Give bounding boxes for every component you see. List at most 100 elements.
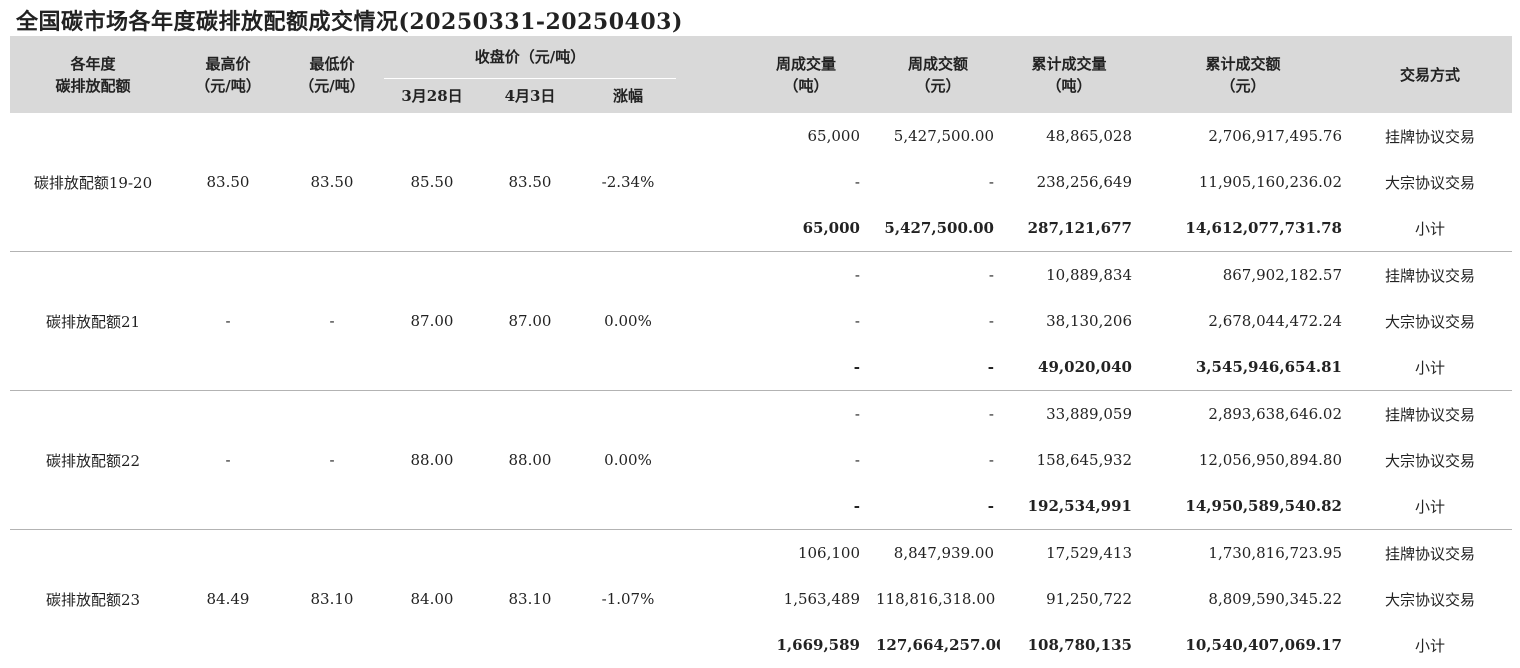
cum-volume: 158,645,932: [1000, 437, 1138, 483]
low-price: -: [280, 252, 384, 391]
allowance-group: 碳排放配额19-20 83.50 83.50 85.50 83.50 -2.34…: [10, 113, 1512, 252]
week-amount: -: [876, 298, 1000, 344]
trade-method: 大宗协议交易: [1348, 159, 1512, 205]
high-price: -: [176, 391, 280, 530]
header-cum-amt-line2: （元）: [1138, 75, 1348, 97]
price-change: 0.00%: [580, 252, 676, 391]
close-curr: 83.50: [480, 113, 580, 252]
header-low-line1: 最低价: [280, 53, 384, 75]
allowance-group: 碳排放配额23 84.49 83.10 84.00 83.10 -1.07% 1…: [10, 530, 1512, 668]
carbon-trading-table: 各年度 碳排放配额 最高价 （元/吨） 最低价 （元/吨） 收盘价（元/吨） 周…: [10, 36, 1512, 668]
week-volume-subtotal: 65,000: [676, 205, 876, 252]
allowance-group: 碳排放配额21 - - 87.00 87.00 0.00% - - 10,889…: [10, 252, 1512, 391]
trade-method: 挂牌协议交易: [1348, 530, 1512, 577]
header-week-amt-line2: （元）: [876, 75, 1000, 97]
week-amount: 118,816,318.00: [876, 576, 1000, 622]
subtotal-label: 小计: [1348, 483, 1512, 530]
low-price: -: [280, 391, 384, 530]
header-cum-vol-line2: （吨）: [1000, 75, 1138, 97]
close-curr: 88.00: [480, 391, 580, 530]
cum-volume: 17,529,413: [1000, 530, 1138, 577]
header-cum-amount: 累计成交额 （元）: [1138, 36, 1348, 113]
cum-volume: 48,865,028: [1000, 113, 1138, 159]
close-curr: 87.00: [480, 252, 580, 391]
week-amount: -: [876, 159, 1000, 205]
week-amount: 8,847,939.00: [876, 530, 1000, 577]
cum-volume: 10,889,834: [1000, 252, 1138, 299]
price-change: 0.00%: [580, 391, 676, 530]
allowance-group: 碳排放配额22 - - 88.00 88.00 0.00% - - 33,889…: [10, 391, 1512, 530]
low-price: 83.50: [280, 113, 384, 252]
table-row: 碳排放配额19-20 83.50 83.50 85.50 83.50 -2.34…: [10, 113, 1512, 159]
table-row: 碳排放配额22 - - 88.00 88.00 0.00% - - 33,889…: [10, 391, 1512, 438]
cum-amount: 2,678,044,472.24: [1138, 298, 1348, 344]
cum-volume-subtotal: 108,780,135: [1000, 622, 1138, 668]
trade-method: 挂牌协议交易: [1348, 252, 1512, 299]
week-volume: 1,563,489: [676, 576, 876, 622]
header-high-line2: （元/吨）: [176, 75, 280, 97]
week-volume-subtotal: 1,669,589: [676, 622, 876, 668]
header-close-curr: 4月3日: [480, 79, 580, 114]
week-amount: -: [876, 252, 1000, 299]
close-prev: 85.50: [384, 113, 480, 252]
cum-amount-subtotal: 10,540,407,069.17: [1138, 622, 1348, 668]
subtotal-label: 小计: [1348, 205, 1512, 252]
header-week-vol-line2: （吨）: [776, 75, 836, 97]
header-high-line1: 最高价: [176, 53, 280, 75]
cum-volume: 38,130,206: [1000, 298, 1138, 344]
cum-amount: 8,809,590,345.22: [1138, 576, 1348, 622]
week-volume-subtotal: -: [676, 344, 876, 391]
cum-amount-subtotal: 3,545,946,654.81: [1138, 344, 1348, 391]
header-high-price: 最高价 （元/吨）: [176, 36, 280, 113]
cum-volume: 91,250,722: [1000, 576, 1138, 622]
week-volume: -: [676, 437, 876, 483]
table-header: 各年度 碳排放配额 最高价 （元/吨） 最低价 （元/吨） 收盘价（元/吨） 周…: [10, 36, 1512, 113]
close-prev: 88.00: [384, 391, 480, 530]
week-volume: -: [676, 298, 876, 344]
cum-volume-subtotal: 287,121,677: [1000, 205, 1138, 252]
week-volume: 106,100: [676, 530, 876, 577]
allowance-name: 碳排放配额21: [10, 252, 176, 391]
header-change: 涨幅: [580, 79, 676, 114]
header-close-prev: 3月28日: [384, 79, 480, 114]
table-row: 碳排放配额21 - - 87.00 87.00 0.00% - - 10,889…: [10, 252, 1512, 299]
week-volume: -: [676, 252, 876, 299]
header-week-volume: 周成交量 （吨）: [676, 36, 876, 113]
high-price: 83.50: [176, 113, 280, 252]
trade-method: 大宗协议交易: [1348, 298, 1512, 344]
cum-amount: 12,056,950,894.80: [1138, 437, 1348, 483]
header-low-line2: （元/吨）: [280, 75, 384, 97]
cum-volume-subtotal: 192,534,991: [1000, 483, 1138, 530]
week-amount-subtotal: -: [876, 344, 1000, 391]
header-week-vol-line1: 周成交量: [776, 53, 836, 75]
allowance-name: 碳排放配额23: [10, 530, 176, 668]
week-amount-subtotal: 5,427,500.00: [876, 205, 1000, 252]
price-change: -2.34%: [580, 113, 676, 252]
cum-amount-subtotal: 14,950,589,540.82: [1138, 483, 1348, 530]
high-price: -: [176, 252, 280, 391]
header-week-amount: 周成交额 （元）: [876, 36, 1000, 113]
trade-method: 挂牌协议交易: [1348, 113, 1512, 159]
cum-amount: 1,730,816,723.95: [1138, 530, 1348, 577]
cum-amount: 2,893,638,646.02: [1138, 391, 1348, 438]
subtotal-label: 小计: [1348, 622, 1512, 668]
high-price: 84.49: [176, 530, 280, 668]
page-title: 全国碳市场各年度碳排放配额成交情况(20250331-20250403): [16, 4, 683, 36]
cum-amount-subtotal: 14,612,077,731.78: [1138, 205, 1348, 252]
week-volume: -: [676, 391, 876, 438]
cum-volume-subtotal: 49,020,040: [1000, 344, 1138, 391]
low-price: 83.10: [280, 530, 384, 668]
cum-volume: 238,256,649: [1000, 159, 1138, 205]
header-annual-line1: 各年度: [10, 53, 176, 75]
allowance-name: 碳排放配额19-20: [10, 113, 176, 252]
header-cum-amt-line1: 累计成交额: [1138, 53, 1348, 75]
close-curr: 83.10: [480, 530, 580, 668]
close-prev: 84.00: [384, 530, 480, 668]
subtotal-label: 小计: [1348, 344, 1512, 391]
week-amount-subtotal: 127,664,257.00: [876, 622, 1000, 668]
allowance-name: 碳排放配额22: [10, 391, 176, 530]
header-cum-volume: 累计成交量 （吨）: [1000, 36, 1138, 113]
week-amount-subtotal: -: [876, 483, 1000, 530]
cum-volume: 33,889,059: [1000, 391, 1138, 438]
week-volume: -: [676, 159, 876, 205]
